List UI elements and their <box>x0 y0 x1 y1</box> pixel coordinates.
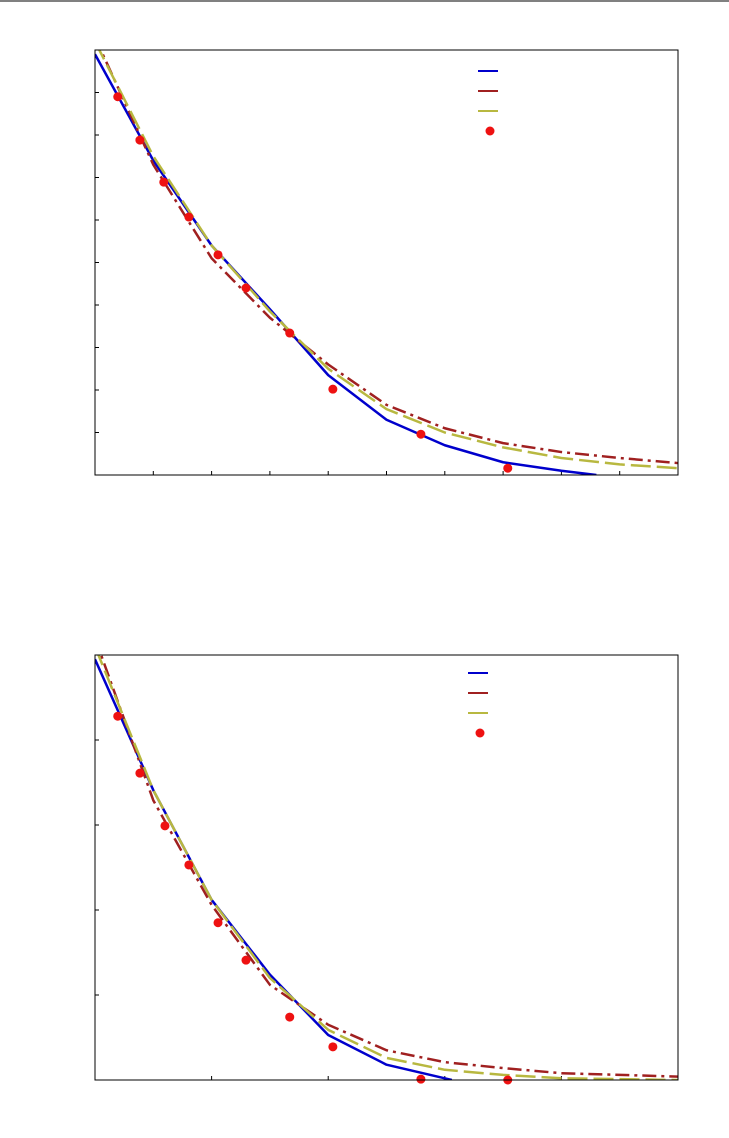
chart <box>94 49 679 476</box>
data-point <box>328 1042 338 1052</box>
data-point <box>503 463 513 473</box>
data-point <box>160 821 170 831</box>
plot-frame <box>94 654 679 1081</box>
plot-frame <box>94 49 679 476</box>
curve <box>95 658 453 1080</box>
data-point <box>135 768 145 778</box>
legend-marker <box>485 126 495 136</box>
data-point <box>328 384 338 394</box>
data-point <box>113 711 123 721</box>
chart <box>94 654 679 1085</box>
data-point <box>285 328 295 338</box>
data-point <box>241 955 251 965</box>
plot-area <box>95 50 678 475</box>
data-point <box>113 92 123 102</box>
data-point <box>213 918 223 928</box>
data-point <box>135 135 145 145</box>
legend-marker <box>475 728 485 738</box>
data-point <box>285 1012 295 1022</box>
curve <box>95 53 597 475</box>
curve <box>97 655 678 1080</box>
curve <box>99 655 678 1078</box>
data-point <box>416 429 426 439</box>
data-point <box>213 250 223 260</box>
data-point <box>416 1074 426 1084</box>
data-point <box>241 283 251 293</box>
data-point <box>184 860 194 870</box>
curve <box>99 50 678 465</box>
plot-area <box>95 655 678 1080</box>
data-point <box>159 177 169 187</box>
data-point <box>184 212 194 222</box>
